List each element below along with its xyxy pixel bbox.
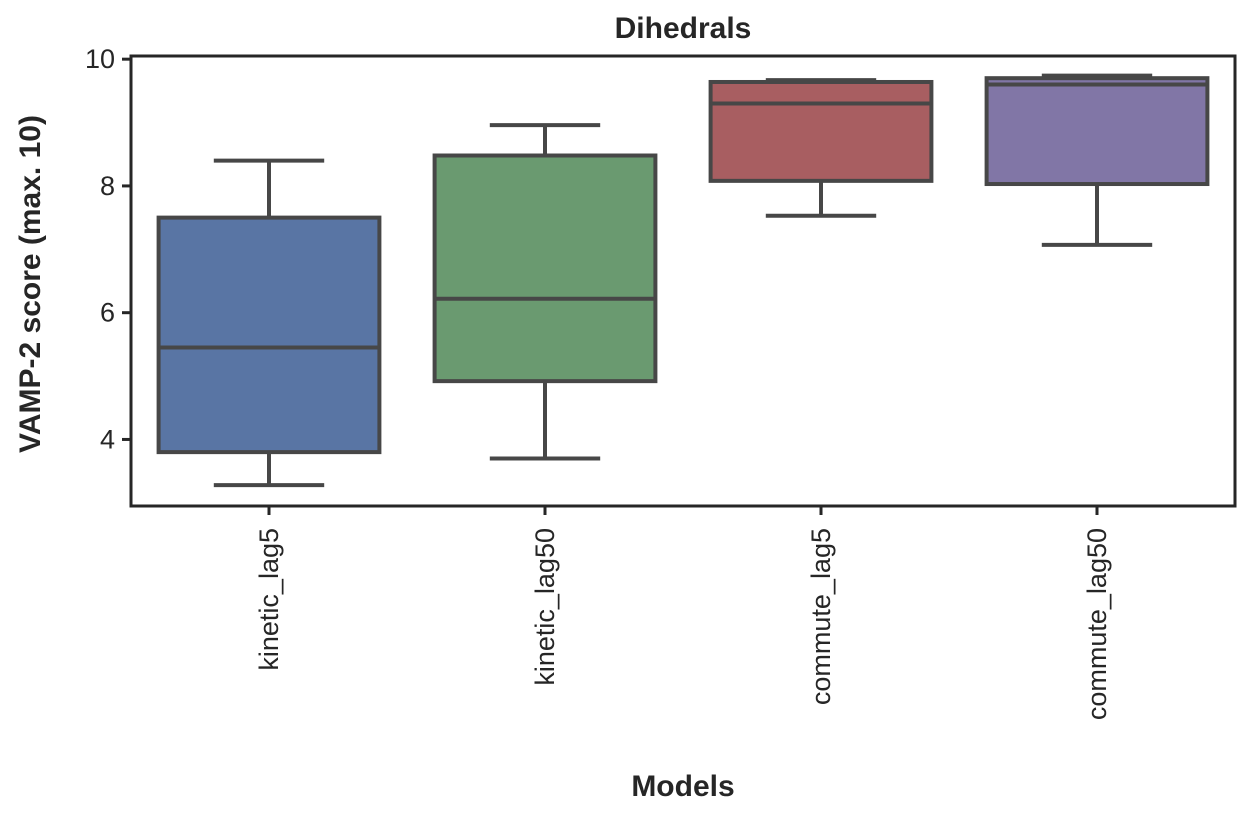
y-tick-label: 6 [100,298,115,328]
box-commute_lag5 [708,78,934,218]
box-body [984,76,1210,187]
plot-area [156,73,1210,488]
box-body [156,215,382,455]
box-commute_lag50 [984,73,1210,247]
box-body [708,79,934,183]
y-tick-label: 4 [100,424,115,454]
x-tick-label: commute_lag50 [1082,528,1112,720]
box-kinetic_lag5 [156,158,382,488]
y-axis-title: VAMP-2 score (max. 10) [14,115,47,453]
box-body [432,153,658,384]
x-tick-label: commute_lag5 [806,528,836,705]
x-tick-label: kinetic_lag50 [530,528,560,686]
y-tick-label: 10 [85,44,115,74]
x-tick-label: kinetic_lag5 [254,528,284,671]
chart-title: Dihedrals [615,12,752,45]
box-kinetic_lag50 [432,123,658,461]
y-tick-label: 8 [100,171,115,201]
x-axis-title: Models [631,770,734,803]
plot-frame [129,54,1237,508]
